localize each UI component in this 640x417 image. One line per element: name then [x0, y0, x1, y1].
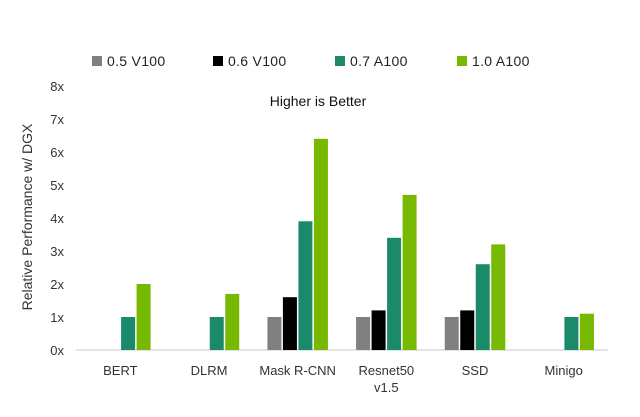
bar [444, 317, 459, 350]
x-category-label: Minigo [545, 363, 583, 378]
y-tick-label: 0x [50, 343, 64, 358]
bar [387, 237, 402, 350]
bar [313, 138, 328, 350]
bar [298, 221, 313, 350]
y-tick-label: 5x [50, 178, 64, 193]
y-tick-label: 3x [50, 244, 64, 259]
x-category-label: BERT [103, 363, 137, 378]
x-category-label: DLRM [191, 363, 228, 378]
bar [267, 317, 282, 350]
legend-swatch [457, 56, 467, 66]
bar [136, 284, 151, 350]
x-category-label: SSD [462, 363, 489, 378]
bar [579, 313, 594, 350]
x-category-label: Resnet50 [359, 363, 415, 378]
y-tick-label: 1x [50, 310, 64, 325]
y-tick-label: 8x [50, 79, 64, 94]
legend-label: 1.0 A100 [472, 53, 530, 69]
bar [475, 264, 490, 350]
bar [460, 310, 475, 350]
y-axis-title: Relative Performance w/ DGX [19, 123, 35, 310]
x-category-label: v1.5 [374, 380, 399, 395]
legend: 0.5 V100 0.6 V100 0.7 A100 1.0 A100 [92, 53, 530, 69]
bar [225, 293, 240, 350]
bar [491, 244, 506, 350]
legend-label: 0.5 V100 [107, 53, 165, 69]
bar [282, 297, 297, 350]
y-tick-label: 4x [50, 211, 64, 226]
bar [371, 310, 386, 350]
bar [209, 317, 224, 350]
legend-label: 0.7 A100 [350, 53, 408, 69]
x-category-label: Mask R-CNN [259, 363, 336, 378]
legend-swatch [92, 56, 102, 66]
bars [121, 138, 594, 350]
y-tick-label: 2x [50, 277, 64, 292]
legend-swatch [213, 56, 223, 66]
y-tick-label: 6x [50, 145, 64, 160]
legend-label: 0.6 V100 [228, 53, 286, 69]
bar [402, 194, 417, 350]
y-axis-ticks: 0x 1x 2x 3x 4x 5x 6x 7x 8x [50, 79, 64, 358]
bar [356, 317, 371, 350]
y-tick-label: 7x [50, 112, 64, 127]
chart-annotation: Higher is Better [270, 93, 367, 109]
bar [121, 317, 136, 350]
x-axis-labels: BERT DLRM Mask R-CNN Resnet50 v1.5 SSD Minigo [103, 363, 583, 395]
bar [564, 317, 579, 350]
legend-swatch [335, 56, 345, 66]
